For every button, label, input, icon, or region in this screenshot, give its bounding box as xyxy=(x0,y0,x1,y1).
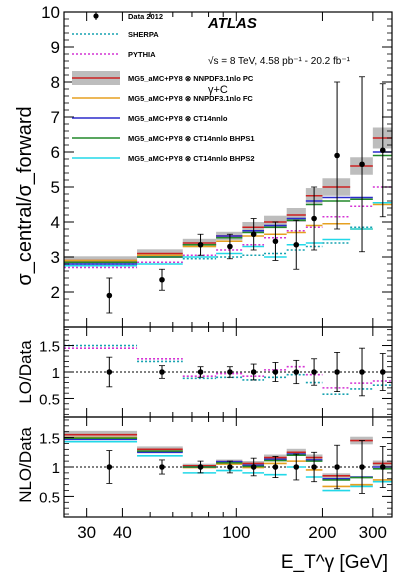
y-tick-label: 9 xyxy=(51,38,60,57)
legend-label: MG5_aMC+PY8 ⊗ CT14nnlo BHPS2 xyxy=(128,154,255,163)
data-point xyxy=(311,215,317,222)
legend-entry-4: MG5_aMC+PY8 ⊗ NNPDF3.1nlo FC xyxy=(72,94,253,103)
legend: Data 2012 SHERPA PYTHIA MG5_aMC+PY8 ⊗ NNPDF… xyxy=(72,12,255,163)
y-tick-label: 1.5 xyxy=(39,431,60,448)
x-tick-label: 300 xyxy=(359,523,387,542)
data-point xyxy=(359,161,365,168)
data-point xyxy=(227,369,233,375)
y-tick-label: 5 xyxy=(51,178,60,197)
y-tick-label: 1 xyxy=(52,365,60,382)
data-point xyxy=(334,464,340,470)
data-point xyxy=(311,464,317,470)
y-tick-label: 0.5 xyxy=(39,391,60,408)
data-point xyxy=(272,369,279,375)
legend-entry-5: MG5_aMC+PY8 ⊗ CT14nnlo xyxy=(72,114,228,123)
data-point xyxy=(359,369,365,375)
data-point xyxy=(197,464,204,470)
process-label: γ+C xyxy=(208,84,228,96)
data-point xyxy=(250,369,257,375)
data-point xyxy=(106,292,113,299)
data-point xyxy=(311,369,317,375)
legend-entry-7: MG5_aMC+PY8 ⊗ CT14nnlo BHPS2 xyxy=(72,154,255,163)
data-point xyxy=(293,464,300,470)
data-point xyxy=(272,464,279,470)
data-point xyxy=(106,369,113,375)
labels-layer: ATLAS √s = 8 TeV, 4.58 pb⁻¹ - 20.2 fb⁻¹ … xyxy=(14,15,388,573)
legend-entry-1: SHERPA xyxy=(72,30,159,39)
panel-top: 2 3 4 5 6 7 8 9 10 xyxy=(41,3,393,328)
data-point xyxy=(159,464,165,470)
y-tick-label: 1.5 xyxy=(39,339,60,356)
data-point xyxy=(227,243,233,250)
experiment-label: ATLAS xyxy=(207,15,257,32)
data-point xyxy=(293,369,300,375)
legend-entry-6: MG5_aMC+PY8 ⊗ CT14nnlo BHPS1 xyxy=(72,134,255,143)
data-point xyxy=(159,369,165,375)
data-point xyxy=(250,464,257,470)
top-y-axis-label: σ_central/σ_forward xyxy=(14,106,36,285)
y-tick-label: 4 xyxy=(51,213,60,232)
data-point xyxy=(106,464,113,470)
x-axis-label: E_T^γ [GeV] xyxy=(281,552,388,573)
data-point xyxy=(159,276,165,283)
legend-entry-3: MG5_aMC+PY8 ⊗ NNPDF3.1nlo PC xyxy=(72,71,254,85)
data-point xyxy=(197,369,204,375)
x-tick-label: 30 xyxy=(77,523,96,542)
data-point xyxy=(250,231,257,238)
legend-entry-2: PYTHIA xyxy=(72,50,156,59)
y-tick-label: 0.5 xyxy=(39,489,60,506)
data-point xyxy=(359,464,365,470)
data-point xyxy=(334,369,340,375)
legend-data-marker xyxy=(93,13,99,19)
legend-label: MG5_aMC+PY8 ⊗ CT14nnlo xyxy=(128,114,228,123)
y-tick-label: 3 xyxy=(51,248,60,267)
plot-area-top xyxy=(64,76,392,314)
x-tick-label: 100 xyxy=(222,523,250,542)
legend-label: MG5_aMC+PY8 ⊗ NNPDF3.1nlo FC xyxy=(128,94,253,103)
legend-label: MG5_aMC+PY8 ⊗ CT14nnlo BHPS1 xyxy=(128,134,255,143)
data-point xyxy=(197,241,204,248)
panels-layer: 2 3 4 5 6 7 8 9 10 0.5 1 1.5 0.5 1 1.5 xyxy=(39,3,393,518)
x-tick-label: 200 xyxy=(308,523,336,542)
data-point xyxy=(272,238,279,245)
energy-label: √s = 8 TeV, 4.58 pb⁻¹ - 20.2 fb⁻¹ xyxy=(208,55,351,67)
lo-y-axis-label: LO/Data xyxy=(16,340,35,404)
panel-nlo: 0.5 1 1.5 xyxy=(39,416,393,518)
data-point xyxy=(227,464,233,470)
x-tick-label: 40 xyxy=(113,523,132,542)
plot-area-lo xyxy=(64,344,392,397)
y-tick-label: 1 xyxy=(52,460,60,477)
y-tick-label: 7 xyxy=(51,108,60,127)
legend-label: SHERPA xyxy=(128,30,159,39)
legend-label: MG5_aMC+PY8 ⊗ NNPDF3.1nlo PC xyxy=(128,74,254,83)
panel-lo: 0.5 1 1.5 xyxy=(39,326,393,418)
data-point xyxy=(334,152,340,159)
y-tick-label: 10 xyxy=(41,3,60,22)
legend-label: PYTHIA xyxy=(128,50,156,59)
legend-label: Data 2012 xyxy=(128,12,163,21)
y-tick-label: 2 xyxy=(51,283,60,302)
y-tick-label: 8 xyxy=(51,73,60,92)
y-tick-label: 6 xyxy=(51,143,60,162)
legend-entry-0: Data 2012 xyxy=(93,12,163,21)
plot-area-nlo xyxy=(64,430,392,494)
nlo-y-axis-label: NLO/Data xyxy=(16,427,35,503)
data-point xyxy=(293,241,300,248)
